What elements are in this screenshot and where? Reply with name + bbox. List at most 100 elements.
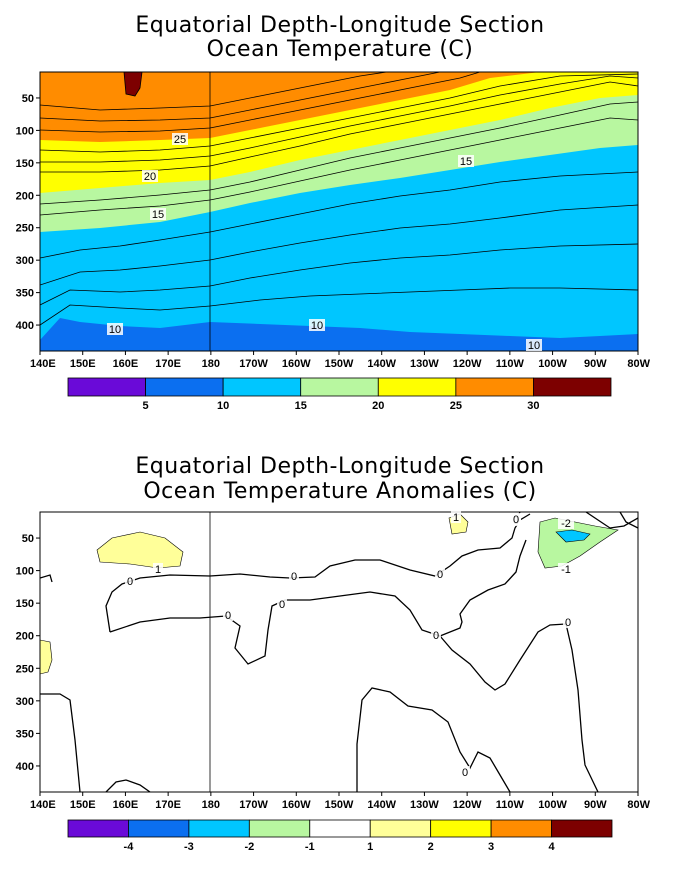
legend-swatch: [369, 819, 432, 838]
y-tick-label: 250: [16, 663, 34, 675]
contour-label: 10: [528, 340, 540, 352]
x-tick-label: 80W: [627, 358, 650, 370]
contour-label-bg: [526, 339, 542, 351]
x-tick-label: 160E: [113, 358, 139, 370]
chart1-subtitle: Ocean Temperature (C): [206, 37, 474, 62]
contour-label-bg: [460, 766, 470, 778]
contour-label: 15: [460, 156, 472, 168]
legend-swatch: [533, 377, 612, 397]
legend-level-label: 1: [367, 841, 373, 853]
x-tick-label: 100W: [538, 799, 567, 811]
legend-level-label: 20: [372, 400, 384, 412]
legend-swatch: [430, 819, 492, 838]
legend-swatch: [551, 819, 613, 838]
y-tick-label: 350: [16, 728, 34, 740]
contour-label: 0: [279, 599, 285, 611]
contour-label-bg: [172, 133, 188, 145]
chart2-warm-patch: [96, 531, 184, 569]
x-tick-label: 90W: [584, 358, 607, 370]
contour-label: 15: [152, 209, 164, 221]
x-tick-label: 160E: [113, 799, 139, 811]
chart1-band-above-30: [123, 72, 143, 97]
contour-label: 0: [437, 569, 443, 581]
y-tick-label: 100: [16, 125, 34, 137]
x-tick-label: 120W: [453, 799, 482, 811]
legend-level-label: 30: [527, 400, 539, 412]
legend-swatch: [222, 377, 302, 397]
legend-swatch: [377, 377, 457, 397]
x-tick-label: 140W: [367, 799, 396, 811]
x-tick-label: 110W: [496, 358, 525, 370]
legend-swatch: [67, 377, 146, 397]
x-tick-label: 150E: [70, 799, 96, 811]
x-tick-label: 90W: [584, 799, 607, 811]
contour-label-bg: [558, 563, 574, 575]
legend-level-label: -2: [244, 841, 254, 853]
y-tick-label: 400: [16, 320, 34, 332]
y-tick-label: 50: [22, 93, 34, 105]
chart2-x-ticks: 140E 150E 160E 170E 180 170W 160W 150W 140W 130W 1…: [30, 792, 651, 811]
y-tick-label: 200: [16, 190, 34, 202]
x-tick-label: 110W: [496, 799, 525, 811]
y-tick-label: 50: [22, 533, 34, 545]
chart2-subtitle: Ocean Temperature Anomalies (C): [143, 479, 537, 504]
chart1-band-10-15: [40, 145, 638, 351]
y-tick-label: 350: [16, 288, 34, 300]
contour-label: 0: [291, 571, 297, 583]
contour-label: -1: [561, 564, 571, 576]
contour-label: 1: [453, 512, 459, 524]
legend-swatch: [67, 819, 129, 838]
contour-label: 20: [144, 171, 156, 183]
chart2-y-ticks: 50 100 150 200 250 300 350 400: [16, 533, 40, 773]
legend-level-label: -4: [124, 841, 135, 853]
contour-label-bg: [458, 155, 474, 167]
legend-swatch: [309, 819, 371, 838]
y-tick-label: 200: [16, 631, 34, 643]
chart1-y-ticks: 50 100 150 200 250 300 350 400: [16, 93, 40, 332]
legend-level-label: 15: [295, 400, 307, 412]
legend-level-label: 2: [428, 841, 434, 853]
contour-label-bg: [309, 319, 325, 331]
legend-level-label: 5: [143, 400, 149, 412]
contour-label-bg: [558, 517, 574, 529]
chart2-title: Equatorial Depth-Longitude Section: [135, 454, 545, 479]
chart2-plot-area: [40, 512, 638, 792]
x-tick-label: 150W: [325, 358, 354, 370]
chart2-legend: -4 -3 -2 -1 1 2 3 4: [67, 819, 613, 853]
contour-label: 10: [311, 320, 323, 332]
contour-label-bg: [142, 170, 158, 182]
legend-level-label: -3: [184, 841, 194, 853]
contour-label: 1: [155, 564, 161, 576]
legend-swatch: [300, 377, 379, 397]
chart2-contour-labels: 100000000010-2-1: [125, 511, 574, 779]
x-tick-label: 180: [202, 799, 220, 811]
x-tick-label: 160W: [282, 358, 311, 370]
x-tick-label: 140W: [367, 358, 396, 370]
legend-swatch: [128, 819, 190, 838]
x-tick-label: 150E: [70, 358, 96, 370]
x-tick-label: 170W: [239, 358, 268, 370]
contour-label-bg: [563, 616, 573, 628]
legend-swatch: [145, 377, 224, 397]
x-tick-label: 120W: [453, 358, 482, 370]
legend-level-label: 3: [488, 841, 494, 853]
legend-swatch: [188, 819, 250, 838]
x-tick-label: 130W: [410, 799, 439, 811]
x-tick-label: 150W: [325, 799, 354, 811]
x-tick-label: 80W: [627, 799, 650, 811]
legend-level-label: -1: [305, 841, 315, 853]
chart2-cold-patch: [555, 529, 591, 543]
contour-label: 25: [174, 134, 186, 146]
legend-level-label: 4: [548, 841, 555, 853]
contour-label-bg: [277, 598, 287, 610]
contour-label-bg: [435, 568, 445, 580]
contour-label-bg: [431, 629, 441, 641]
legend-level-label: 25: [450, 400, 462, 412]
chart1-x-ticks: 140E 150E 160E 170E 180 170W 160W 150W 140W 130W 1…: [30, 351, 651, 370]
chart1-isotherms: [40, 72, 638, 326]
chart1-plot-area: [40, 72, 638, 351]
x-tick-label: 170E: [155, 799, 181, 811]
y-tick-label: 150: [16, 598, 34, 610]
chart2-warm-patch: [40, 639, 53, 675]
x-tick-label: 100W: [538, 358, 567, 370]
